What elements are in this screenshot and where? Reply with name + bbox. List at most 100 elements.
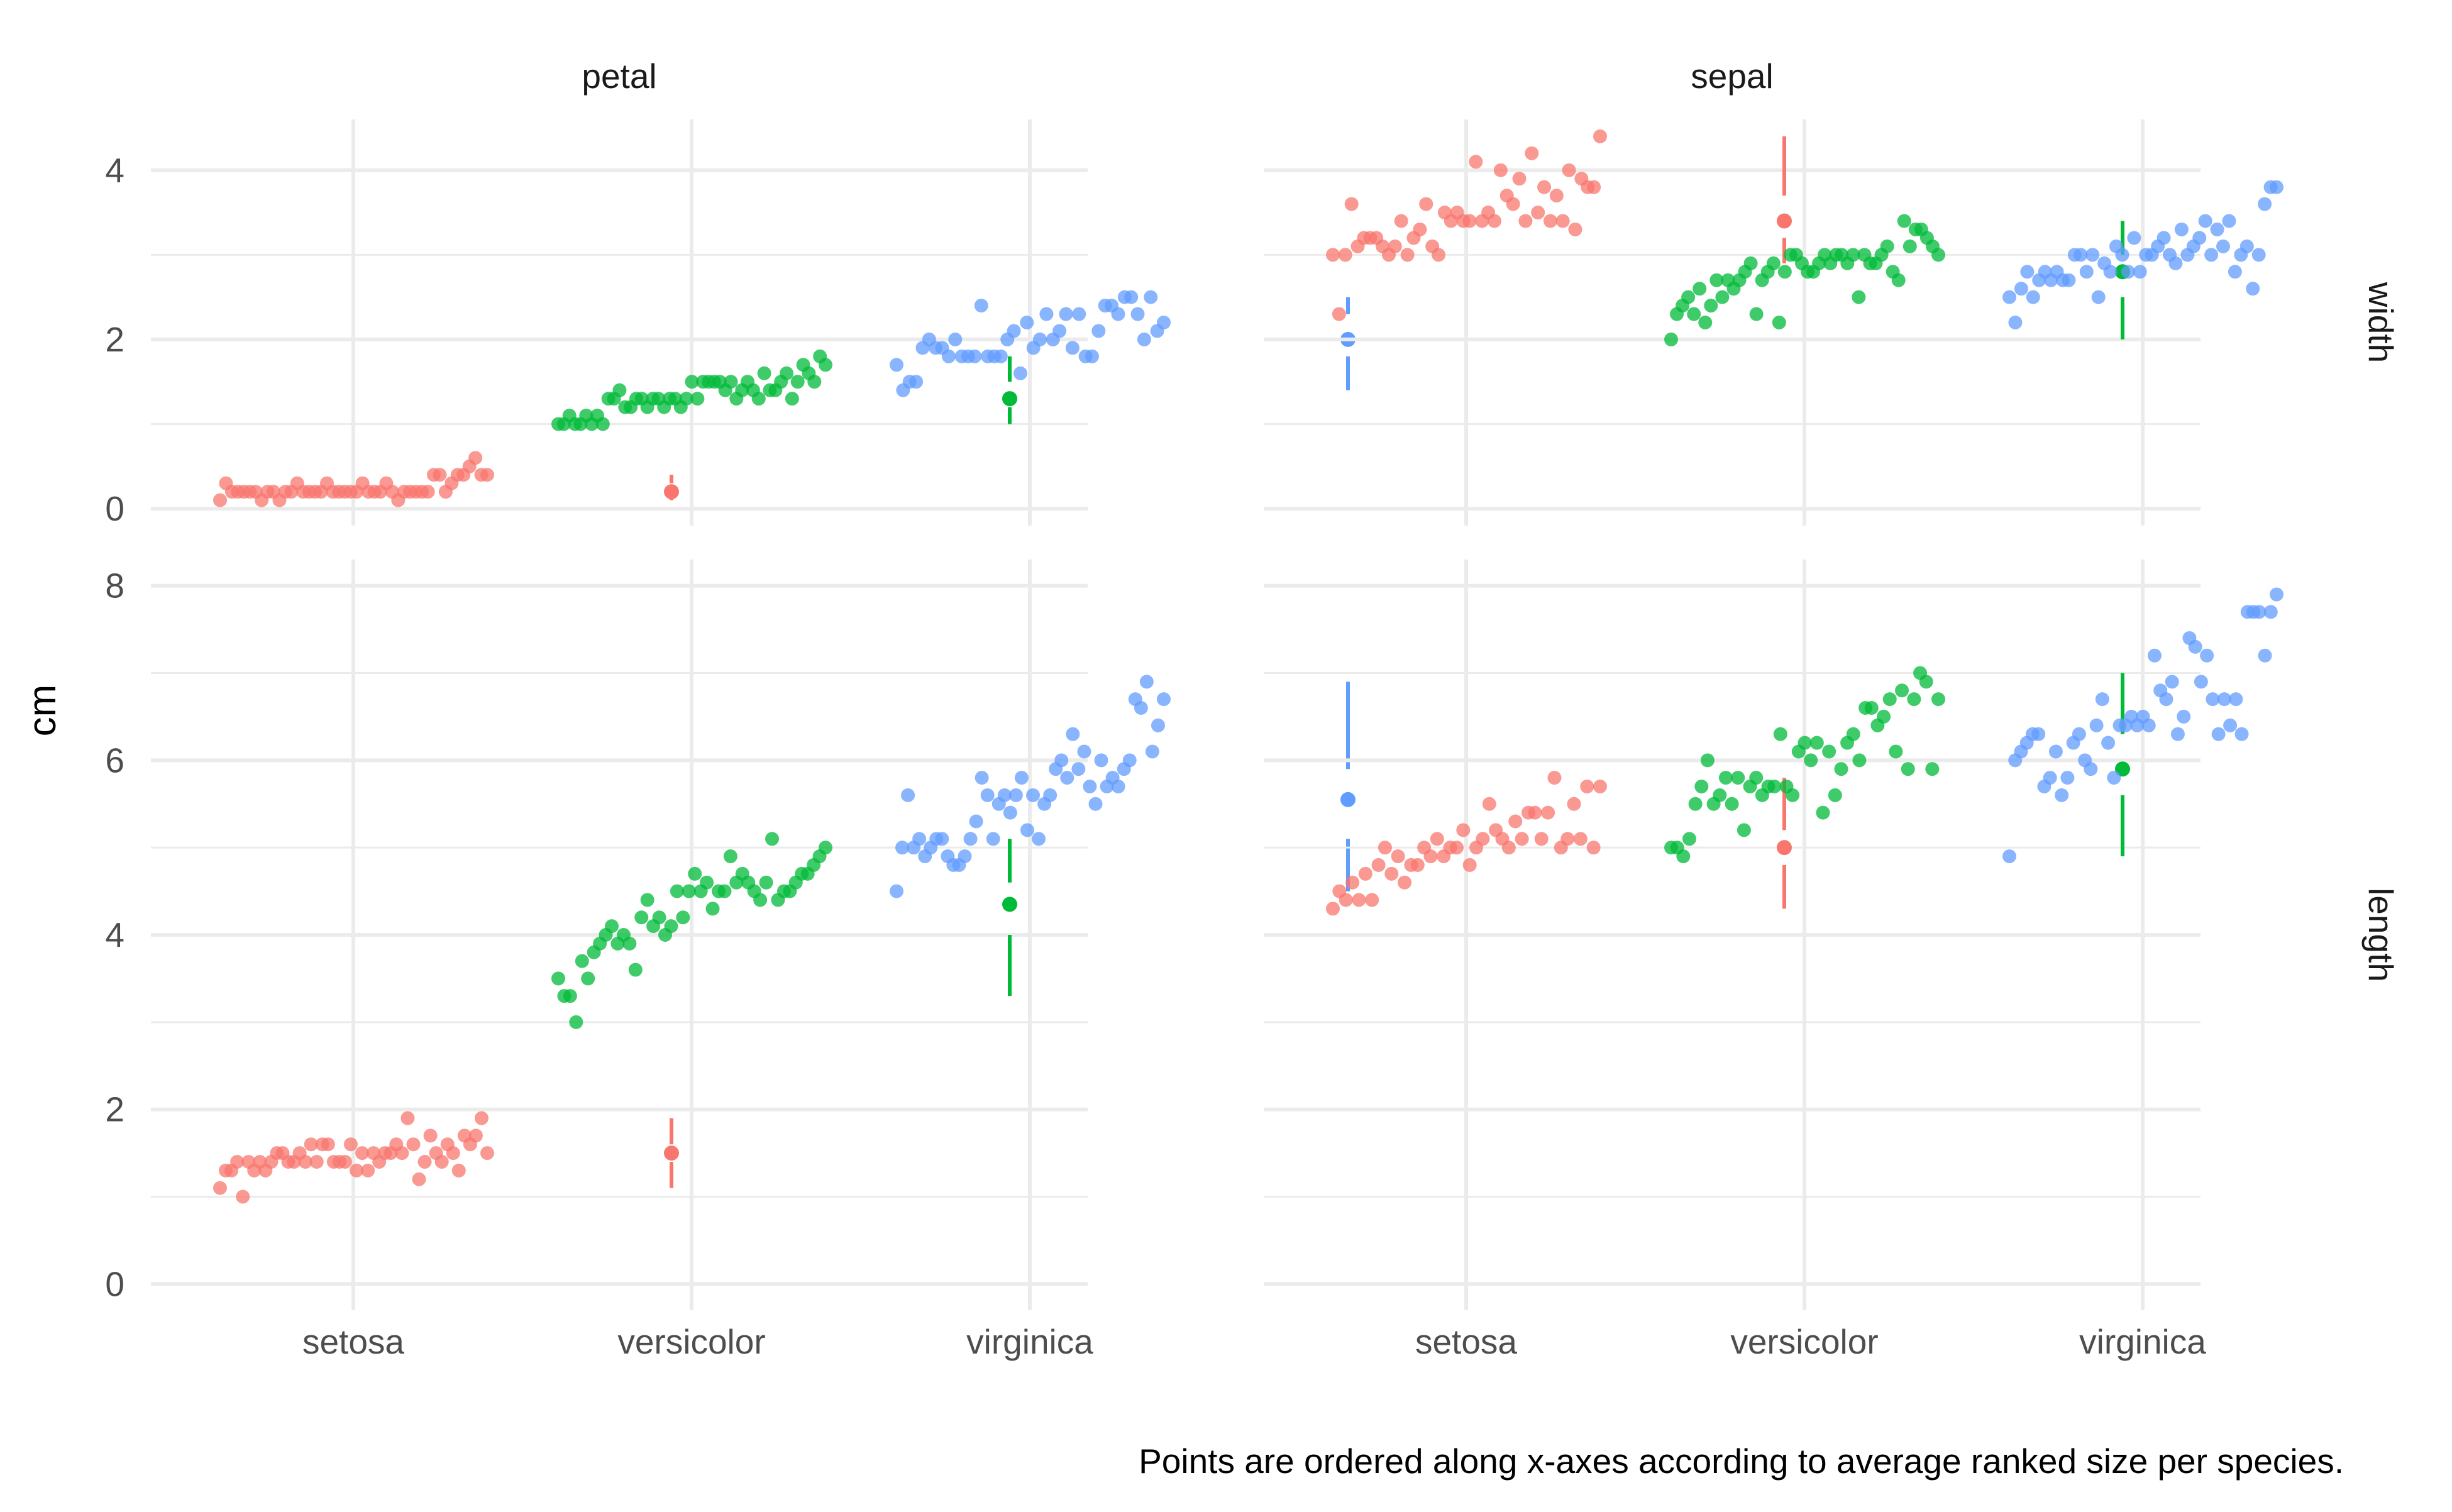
data-point <box>1852 753 1867 768</box>
data-point <box>2211 727 2226 741</box>
data-point <box>2165 675 2179 689</box>
data-point <box>338 1154 352 1169</box>
data-point <box>1743 256 1758 270</box>
data-point <box>640 893 654 907</box>
data-point <box>2008 316 2023 329</box>
data-point <box>2239 239 2254 253</box>
data-point <box>2084 762 2098 776</box>
data-point <box>1931 248 1945 262</box>
data-point <box>2147 648 2162 663</box>
data-point <box>785 392 799 406</box>
data-point <box>1066 727 1080 741</box>
data-point <box>1469 155 1483 169</box>
data-point <box>912 832 927 846</box>
data-point <box>1534 832 1549 846</box>
data-point <box>2210 222 2224 236</box>
series-versicolor <box>551 832 1017 1029</box>
data-point <box>1130 307 1145 321</box>
data-point <box>909 375 924 389</box>
data-point <box>1731 771 1745 785</box>
data-point <box>1339 893 1353 907</box>
data-point <box>2002 849 2016 864</box>
data-point <box>790 375 805 389</box>
data-point <box>1891 273 1906 287</box>
data-point <box>1931 692 1945 707</box>
data-point <box>1713 788 1727 802</box>
data-point <box>1549 189 1564 203</box>
data-point <box>664 919 678 934</box>
data-point <box>1413 222 1427 236</box>
panel-sepal-width <box>1264 119 2284 526</box>
data-point <box>1528 805 1542 820</box>
data-point <box>2115 248 2129 262</box>
data-point <box>1688 797 1703 811</box>
y-tick-label: 8 <box>105 566 124 605</box>
data-point <box>1903 239 1917 253</box>
data-point <box>676 910 690 925</box>
summary-median-point <box>1340 792 1356 807</box>
x-tick-label-versicolor: versicolor <box>617 1322 765 1361</box>
y-tick-label: 2 <box>105 1090 124 1129</box>
data-point <box>400 1111 415 1125</box>
data-point <box>421 485 435 499</box>
facet-label-width: width <box>2361 282 2400 363</box>
data-point <box>1054 753 1069 768</box>
data-point <box>890 884 903 898</box>
data-point <box>563 989 577 1003</box>
data-point <box>1786 788 1800 802</box>
data-point <box>1518 214 1533 228</box>
data-point <box>1512 172 1527 186</box>
series-virginica <box>2002 587 2284 864</box>
data-point <box>1151 718 1165 732</box>
data-point <box>417 1154 432 1169</box>
panel-petal-width: 0 2 4 <box>105 119 1356 528</box>
x-tick-label-virginica: virginica <box>2079 1322 2206 1361</box>
data-point <box>213 493 227 507</box>
data-point <box>2127 231 2141 245</box>
data-point <box>1077 744 1091 759</box>
data-point <box>2101 736 2116 750</box>
data-point <box>446 1146 460 1161</box>
data-point <box>2055 788 2069 802</box>
data-point <box>968 349 982 363</box>
data-point <box>717 884 732 898</box>
facet-label-length: length <box>2361 888 2400 982</box>
data-point <box>751 392 766 406</box>
data-point <box>1456 823 1471 837</box>
data-point <box>350 1163 364 1178</box>
data-point <box>2048 744 2063 759</box>
series-versicolor <box>551 349 1017 431</box>
facet-label-sepal: sepal <box>1691 57 1773 96</box>
data-point <box>434 1154 449 1169</box>
data-point <box>1777 265 1792 279</box>
data-point <box>1846 727 1860 741</box>
data-point <box>700 875 714 890</box>
data-point <box>2133 265 2147 279</box>
data-point <box>321 1137 335 1152</box>
data-point <box>1700 753 1715 768</box>
data-point <box>1543 214 1557 228</box>
data-point <box>1003 805 1017 820</box>
data-point <box>2095 692 2109 707</box>
data-point <box>1676 849 1691 864</box>
data-point <box>1852 290 1866 304</box>
data-point <box>2258 197 2272 211</box>
facet-row-labels: width length <box>2361 282 2400 982</box>
data-point <box>1864 701 1879 715</box>
series-setosa <box>1326 771 1792 916</box>
data-point <box>1834 762 1848 776</box>
data-point <box>1525 146 1539 160</box>
data-point <box>1134 701 1148 715</box>
data-point <box>343 1137 358 1152</box>
data-point <box>723 849 737 864</box>
x-tick-label-setosa: setosa <box>302 1322 404 1361</box>
data-point <box>213 1181 227 1195</box>
data-point <box>1681 290 1696 304</box>
data-point <box>705 902 720 916</box>
data-point <box>1060 771 1074 785</box>
data-point <box>1501 841 1516 855</box>
y-tick-label: 6 <box>105 741 124 780</box>
data-point <box>980 788 995 802</box>
series-virginica <box>2002 180 2284 329</box>
data-point <box>2060 771 2075 785</box>
